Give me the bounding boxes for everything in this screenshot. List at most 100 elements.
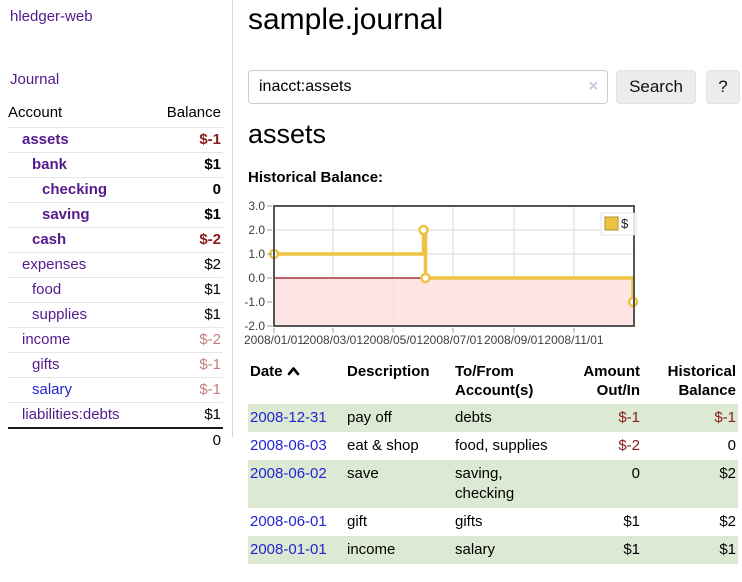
- account-balance: $1: [150, 277, 223, 303]
- app-title-link[interactable]: hledger-web: [10, 8, 93, 25]
- register-accounts: gifts: [455, 513, 483, 530]
- register-amount: $-2: [618, 437, 640, 454]
- register-amount: $-1: [557, 404, 642, 432]
- svg-text:-1.0: -1.0: [244, 295, 265, 309]
- register-accounts: salary: [453, 536, 557, 564]
- svg-text:2008/01/01: 2008/01/01: [244, 333, 304, 347]
- register-row: 2008-01-01 income salary $1 $1: [248, 536, 738, 564]
- account-row: liabilities:debts $1: [8, 402, 223, 428]
- account-row: food $1: [8, 277, 223, 303]
- account-link[interactable]: assets: [22, 131, 69, 148]
- balance-chart-svg: 3.0 2.0 1.0 0.0 -1.0 -2.02008/01/012008/03/01…: [244, 199, 639, 347]
- account-link[interactable]: food: [32, 281, 62, 298]
- register-header-amount: Amount Out/In: [583, 363, 640, 399]
- chart-title: Historical Balance:: [248, 169, 384, 186]
- register-balance: 0: [727, 437, 736, 454]
- account-row: cash $-2: [8, 227, 223, 253]
- svg-text:3.0: 3.0: [248, 199, 265, 213]
- sort-ascending-icon: [287, 362, 300, 381]
- account-row: gifts $-1: [8, 352, 223, 378]
- register-amount: $1: [623, 513, 640, 530]
- account-row: assets $-1: [8, 127, 223, 153]
- account-link[interactable]: gifts: [32, 356, 60, 373]
- search-form: × Search ?: [248, 70, 740, 104]
- account-balance: $-2: [150, 327, 223, 353]
- account-balance: $1: [150, 302, 223, 328]
- account-row: income $-2: [8, 327, 223, 353]
- register-accounts: saving, checking: [453, 460, 557, 508]
- svg-text:2008/07/01: 2008/07/01: [423, 333, 483, 347]
- balance-chart: 3.0 2.0 1.0 0.0 -1.0 -2.0 2008/01/01 2008/03/01…: [244, 199, 644, 350]
- register-row: 2008-06-01 gift gifts $1 $2: [248, 508, 738, 536]
- svg-text:2008/05/01: 2008/05/01: [363, 333, 423, 347]
- register-header-balance: Historical Balance: [667, 363, 736, 399]
- account-row: supplies $1: [8, 302, 223, 328]
- account-balance: $1: [150, 402, 223, 428]
- page-title: sample.journal: [248, 3, 444, 36]
- account-row: salary $-1: [8, 377, 223, 403]
- register-balance: $2: [642, 460, 738, 508]
- register-row: 2008-06-03 eat & shop food, supplies $-2…: [248, 432, 738, 460]
- account-total-row: 0: [8, 427, 223, 453]
- account-link[interactable]: expenses: [22, 256, 87, 273]
- account-balance: $-1: [150, 377, 223, 403]
- account-balance: 0: [150, 177, 223, 203]
- account-link[interactable]: salary: [32, 381, 73, 398]
- sidebar-item-journal[interactable]: Journal: [10, 71, 60, 88]
- svg-text:$: $: [621, 216, 629, 231]
- account-link[interactable]: liabilities:debts: [22, 406, 120, 423]
- clear-search-icon[interactable]: ×: [588, 78, 598, 95]
- register-description: income: [345, 536, 453, 564]
- balance-column-header: Balance: [166, 104, 221, 121]
- account-tree-header-row: Account Balance: [8, 100, 223, 128]
- register-header-accounts: To/From Account(s): [455, 363, 534, 399]
- account-link[interactable]: cash: [32, 231, 67, 248]
- account-tree-table: Account Balance assets $-1 bank $1 check…: [8, 100, 223, 453]
- register-header-description: Description: [347, 363, 430, 380]
- account-title: assets: [248, 119, 327, 149]
- account-balance: $1: [150, 152, 223, 178]
- account-link[interactable]: saving: [42, 206, 90, 223]
- register-table: Date Description To/From Account(s) Amou…: [248, 362, 738, 564]
- register-header-row: Date Description To/From Account(s) Amou…: [248, 362, 738, 404]
- account-link[interactable]: supplies: [32, 306, 88, 323]
- register-amount: 0: [557, 460, 642, 508]
- search-input[interactable]: [248, 70, 608, 104]
- account-balance: $-2: [150, 227, 223, 253]
- account-balance: $-1: [150, 352, 223, 378]
- register-date-link[interactable]: 2008-12-31: [250, 409, 327, 426]
- register-row: 2008-06-02 save saving, checking 0 $2: [248, 460, 738, 508]
- main-content: sample.journal × Search ? assets Histori…: [244, 0, 740, 582]
- svg-text:2008/03/01: 2008/03/01: [303, 333, 363, 347]
- account-link[interactable]: checking: [42, 181, 108, 198]
- register-description: pay off: [345, 404, 453, 432]
- svg-text:2008/09/01: 2008/09/01: [484, 333, 544, 347]
- account-balance: $2: [150, 252, 223, 278]
- svg-text:2.0: 2.0: [248, 223, 265, 237]
- register-balance: $2: [719, 513, 736, 530]
- account-link[interactable]: income: [22, 331, 71, 348]
- svg-text:1.0: 1.0: [248, 247, 265, 261]
- register-accounts: food, supplies: [455, 437, 548, 454]
- account-link[interactable]: bank: [32, 156, 68, 173]
- account-total-balance: 0: [150, 427, 223, 453]
- register-date-link[interactable]: 2008-06-03: [250, 437, 327, 454]
- register-date-link[interactable]: 2008-06-01: [250, 513, 327, 530]
- register-date-link[interactable]: 2008-01-01: [250, 541, 327, 558]
- register-date-link[interactable]: 2008-06-02: [250, 465, 327, 482]
- register-description: gift: [347, 513, 368, 530]
- account-balance: $-1: [150, 127, 223, 153]
- help-button[interactable]: ?: [706, 70, 740, 104]
- register-balance: $1: [642, 536, 738, 564]
- register-balance: $-1: [642, 404, 738, 432]
- register-amount: $1: [557, 536, 642, 564]
- register-description: eat & shop: [347, 437, 419, 454]
- register-row: 2008-12-31 pay off debts $-1 $-1: [248, 404, 738, 432]
- svg-text:0.0: 0.0: [248, 271, 265, 285]
- search-button[interactable]: Search: [616, 70, 696, 104]
- register-description: save: [345, 460, 453, 508]
- account-row: saving $1: [8, 202, 223, 228]
- register-header-date[interactable]: Date: [248, 362, 345, 404]
- account-column-header: Account: [8, 104, 63, 121]
- svg-text:2008/11/01: 2008/11/01: [544, 333, 603, 347]
